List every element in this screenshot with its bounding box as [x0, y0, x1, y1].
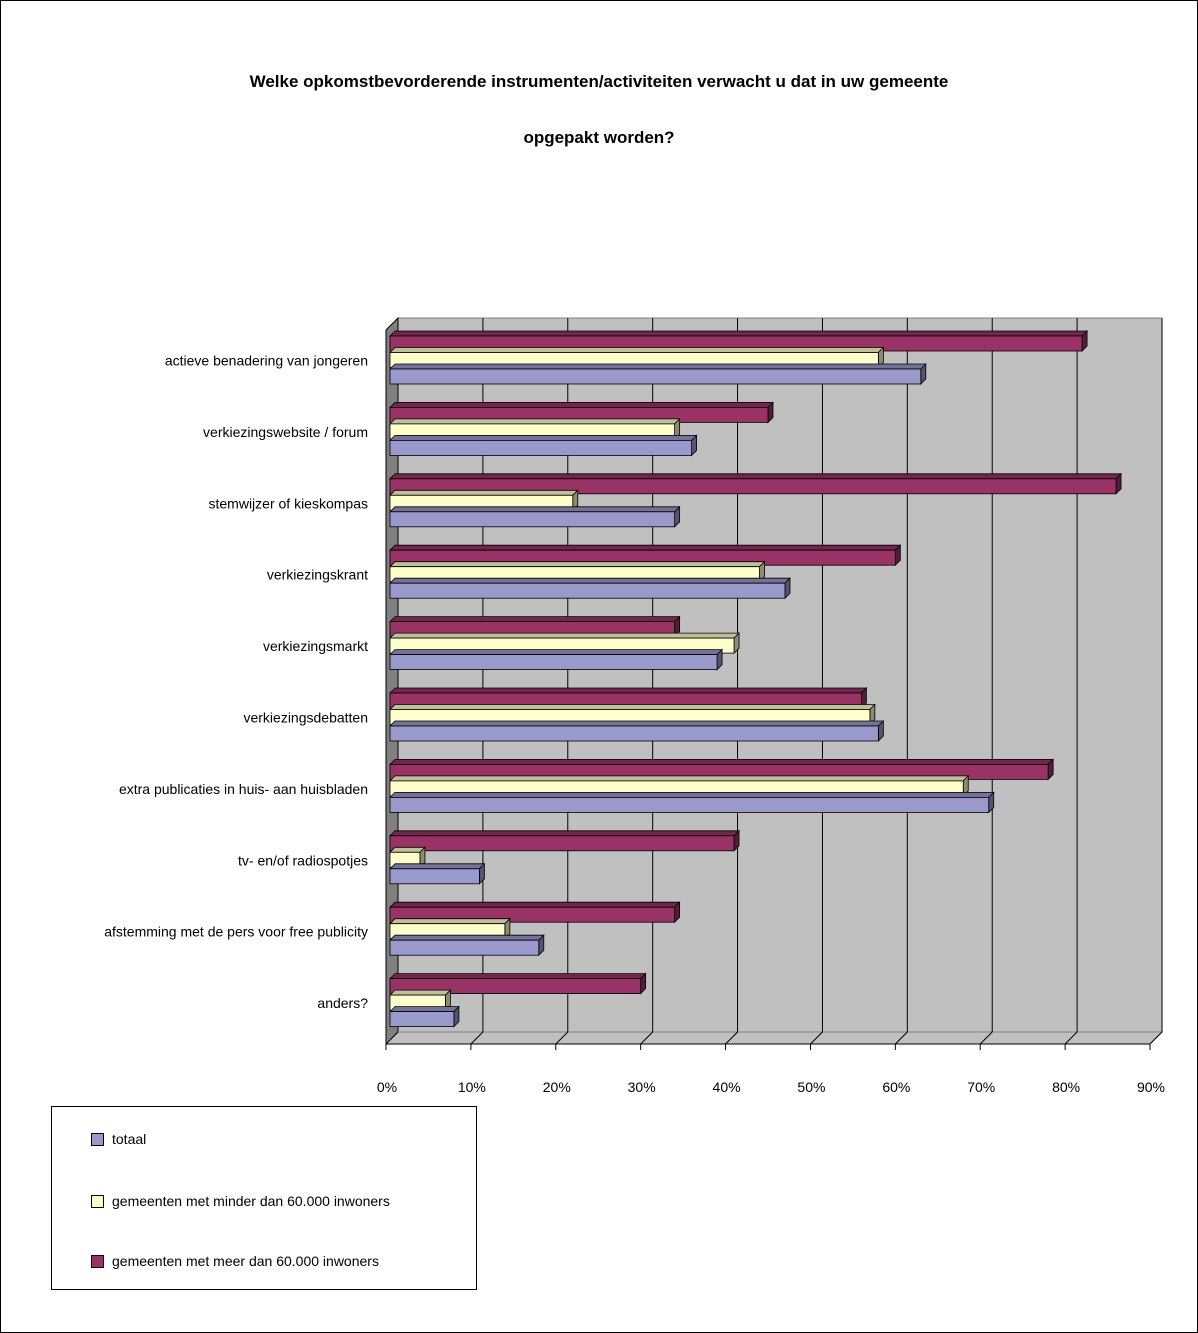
bar-top-s2-c5: [389, 687, 868, 694]
bar-top-s1-c7: [389, 846, 426, 853]
bar-top-s0-c6: [389, 792, 995, 798]
category-label-9: anders?: [317, 995, 368, 1011]
bar-s2-c9: [389, 978, 642, 994]
category-label-7: tv- en/of radiospotjes: [238, 852, 368, 868]
x-tick-label-9: 90%: [1137, 1079, 1165, 1095]
bar-s0-c5: [389, 725, 879, 742]
bar-s0-c9: [389, 1011, 455, 1027]
plot-floor: [384, 1031, 1164, 1045]
bar-top-s1-c6: [389, 775, 970, 782]
x-tick-label-2: 20%: [543, 1079, 571, 1095]
x-tick-label-1: 10%: [458, 1079, 486, 1095]
x-tick-label-3: 30%: [628, 1079, 656, 1095]
x-tick-label-8: 80%: [1052, 1079, 1080, 1095]
bar-s0-c6: [389, 797, 990, 813]
x-tick-label-7: 70%: [967, 1079, 995, 1095]
category-label-0: actieve benadering van jongeren: [165, 353, 368, 369]
category-label-6: extra publicaties in huis- aan huisblade…: [119, 781, 368, 797]
bar-top-s0-c3: [389, 577, 791, 584]
category-label-3: verkiezingskrant: [267, 567, 368, 583]
floor-grid-9: [1149, 1031, 1163, 1045]
bar-s0-c7: [389, 868, 480, 885]
legend-item-meer: gemeenten met meer dan 60.000 inwoners: [91, 1251, 379, 1271]
bar-top-s1-c1: [389, 418, 681, 425]
bar-top-s1-c4: [389, 632, 741, 639]
bar-top-s0-c9: [389, 1006, 460, 1012]
category-label-1: verkiezingswebsite / forum: [203, 424, 368, 440]
bar-top-s0-c5: [389, 720, 885, 727]
x-tick-label-4: 40%: [713, 1079, 741, 1095]
floor-grid-0: [385, 1031, 399, 1045]
legend-label-meer: gemeenten met meer dan 60.000 inwoners: [112, 1253, 379, 1269]
bar-s0-c3: [389, 582, 786, 599]
floor-grid-8: [1064, 1031, 1078, 1045]
floor-grid-6: [894, 1031, 908, 1045]
bar-top-s2-c1: [389, 401, 774, 408]
bar-top-s2-c2: [389, 473, 1123, 480]
floor-grid-5: [810, 1031, 823, 1045]
legend-label-totaal: totaal: [112, 1131, 147, 1147]
legend-label-minder: gemeenten met minder dan 60.000 inwoners: [112, 1193, 390, 1209]
bar-top-s1-c0: [389, 347, 885, 353]
chart-title-line-2: opgepakt worden?: [523, 128, 675, 147]
bar-s0-c4: [389, 654, 718, 670]
x-tick-label-0: 0%: [377, 1079, 397, 1095]
bar-top-s0-c4: [389, 649, 724, 655]
bar-top-s2-c0: [389, 330, 1089, 337]
bar-top-s1-c2: [389, 489, 579, 496]
bar-s0-c0: [389, 368, 922, 385]
x-tick-label-6: 60%: [882, 1079, 910, 1095]
bar-top-s1-c8: [389, 918, 511, 925]
bar-top-s1-c9: [389, 989, 452, 996]
bar-top-s2-c8: [389, 901, 681, 908]
bar-top-s0-c2: [389, 506, 681, 513]
category-label-2: stemwijzer of kieskompas: [209, 495, 369, 511]
floor-grid-1: [470, 1031, 484, 1045]
bar-s2-c7: [389, 835, 735, 852]
bar-top-s1-c5: [389, 704, 876, 710]
bar-top-s2-c6: [389, 759, 1055, 765]
floor-grid-7: [979, 1031, 993, 1045]
bar-top-s0-c0: [389, 363, 927, 370]
bar-top-s0-c1: [389, 434, 698, 441]
floor-grid-3: [640, 1031, 654, 1045]
bar-top-s2-c9: [389, 973, 647, 979]
bar-s0-c2: [389, 511, 676, 528]
legend-item-minder: gemeenten met minder dan 60.000 inwoners: [91, 1191, 390, 1211]
bar-top-s0-c8: [389, 934, 545, 941]
floor-grid-4: [725, 1031, 738, 1045]
legend: totaal gemeenten met minder dan 60.000 i…: [51, 1106, 477, 1290]
bar-top-s2-c3: [389, 544, 902, 551]
floor-grid-2: [555, 1031, 569, 1045]
bar-top-s2-c4: [389, 616, 681, 622]
x-tick-label-5: 50%: [797, 1079, 825, 1095]
bar-top-s0-c7: [389, 863, 486, 870]
legend-swatch-minder: [91, 1194, 104, 1208]
legend-swatch-totaal: [91, 1132, 104, 1146]
category-label-4: verkiezingsmarkt: [263, 638, 368, 654]
legend-swatch-meer: [91, 1254, 104, 1268]
category-label-5: verkiezingsdebatten: [243, 710, 368, 726]
bar-top-s1-c3: [389, 561, 766, 568]
chart-title-line-1: Welke opkomstbevorderende instrumenten/a…: [249, 72, 949, 91]
bar-s0-c1: [389, 439, 693, 456]
bar-top-s2-c7: [389, 830, 741, 837]
bar-s0-c8: [389, 939, 540, 956]
category-label-8: afstemming met de pers voor free publici…: [104, 924, 368, 940]
chart-title: Welke opkomstbevorderende instrumenten/a…: [0, 64, 1198, 176]
legend-item-totaal: totaal: [91, 1129, 146, 1149]
